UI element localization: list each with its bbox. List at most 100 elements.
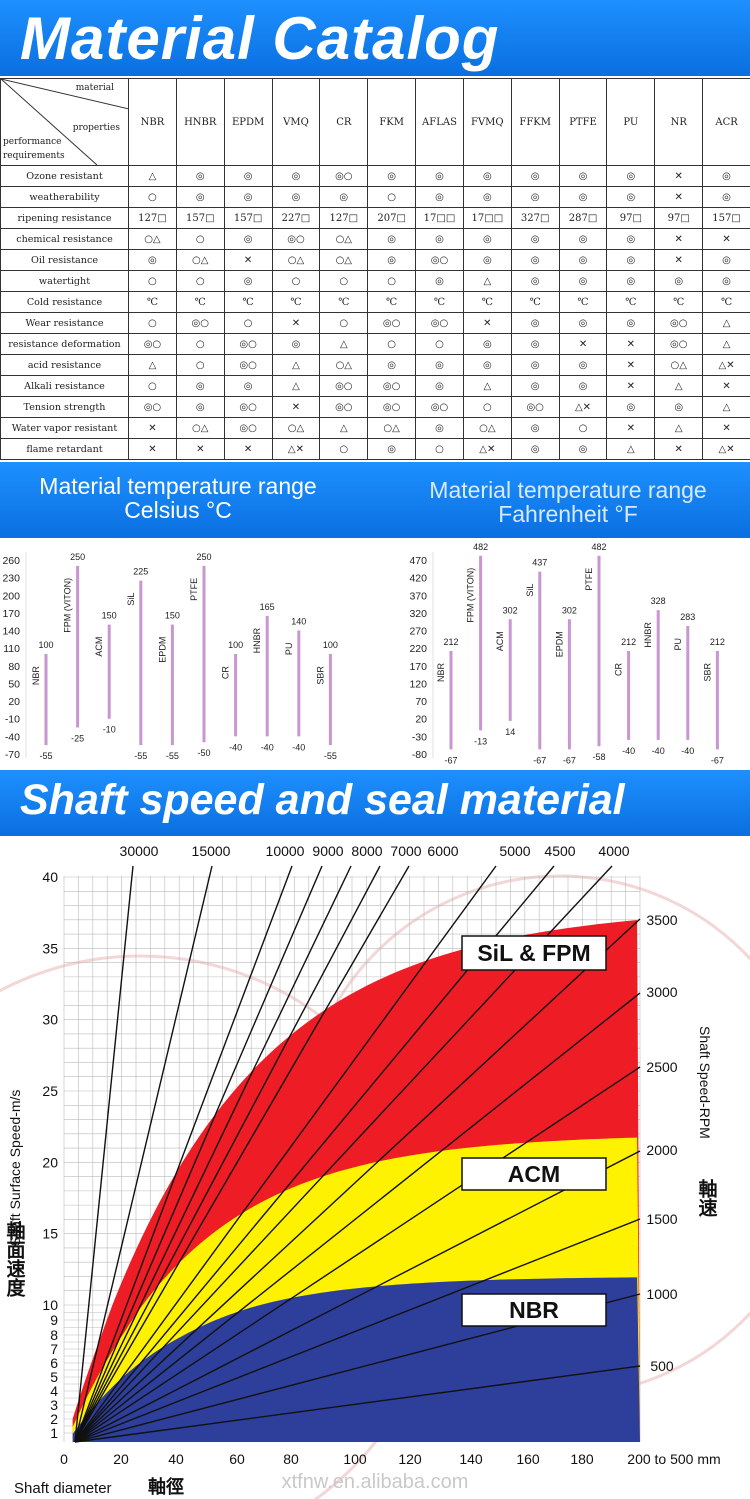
temp-high-label: 150 xyxy=(102,611,117,621)
rating-cell: ✕ xyxy=(702,228,750,250)
rating-cell: ◎ xyxy=(367,228,417,250)
material-name-label: FPM (VITON) xyxy=(466,568,476,623)
rating-cell: ✕ xyxy=(654,186,704,208)
y-tick-label: 40 xyxy=(42,869,58,885)
rating-cell: ○ xyxy=(319,312,369,334)
rating-cell: ○△ xyxy=(319,354,369,376)
temp-high-label: 302 xyxy=(503,605,518,615)
table-row: Oil resistance ◎ ○△ ✕ ○△ ○△ ◎ ◎○ ◎ ◎ ◎ ◎ ✕ ◎ xyxy=(0,249,750,271)
shaft-section-title: Shaft speed and seal material xyxy=(20,776,625,824)
right-rpm-label: 3500 xyxy=(646,912,677,928)
rating-cell: ◎○ xyxy=(319,165,369,187)
top-rpm-label: 10000 xyxy=(266,843,305,859)
rating-cell: △ xyxy=(702,333,750,355)
y-tick-label: 50 xyxy=(8,678,20,690)
rating-cell: 287□ xyxy=(558,207,608,229)
rating-cell: ◎ xyxy=(558,375,608,397)
corner-label-material: material xyxy=(75,83,114,93)
right-rpm-label: 2500 xyxy=(646,1059,677,1075)
y-tick-label: 10 xyxy=(42,1297,58,1313)
material-name-label: CR xyxy=(221,666,231,679)
rating-cell: ◎ xyxy=(367,165,417,187)
celsius-heading: Material temperature range Celsius °C xyxy=(8,474,348,522)
rating-cell: ◎○ xyxy=(415,312,464,334)
rpm-line xyxy=(74,865,134,1443)
rating-cell: △ xyxy=(319,333,369,355)
rating-cell: ✕ xyxy=(223,249,273,271)
rating-cell: ◎ xyxy=(462,228,512,250)
rating-cell: ◎ xyxy=(702,165,750,187)
rating-cell: ◎ xyxy=(175,186,225,208)
rating-cell: ℃ xyxy=(319,291,369,313)
y-tick-label: 420 xyxy=(409,573,427,585)
top-rpm-label: 6000 xyxy=(427,843,458,859)
rating-cell: ◎ xyxy=(223,165,273,187)
right-rpm-label: 1500 xyxy=(646,1211,677,1227)
temp-high-label: 328 xyxy=(651,596,666,606)
rating-cell: ◎○ xyxy=(654,333,704,355)
material-header-hnbr: HNBR xyxy=(175,78,225,166)
material-header-aflas: AFLAS xyxy=(415,78,464,166)
rating-cell: ○△ xyxy=(462,417,512,439)
rating-cell: ○ xyxy=(128,186,177,208)
rating-cell: 157□ xyxy=(702,207,750,229)
rating-cell: ◎○ xyxy=(223,417,273,439)
rating-cell: ◎ xyxy=(271,333,321,355)
rating-cell: ℃ xyxy=(415,291,464,313)
rating-cell: ◎○ xyxy=(654,312,704,334)
y-tick-label: 70 xyxy=(415,696,427,708)
rating-cell: ○ xyxy=(415,333,464,355)
rating-cell: 97□ xyxy=(654,207,704,229)
temp-high-label: 212 xyxy=(710,637,725,647)
rating-cell: △ xyxy=(128,354,177,376)
y-tick-label: -70 xyxy=(5,749,20,761)
rating-cell: 157□ xyxy=(223,207,273,229)
temp-high-label: 482 xyxy=(591,542,606,552)
temp-high-label: 100 xyxy=(228,640,243,650)
rating-cell: ◎ xyxy=(510,165,560,187)
y-tick-label: 6 xyxy=(50,1355,58,1371)
material-name-label: SBR xyxy=(315,666,325,685)
top-rpm-label: 30000 xyxy=(120,843,159,859)
rating-cell: ◎○ xyxy=(367,396,417,418)
y-tick-label: 35 xyxy=(42,940,58,956)
celsius-temperature-chart: 260 230 200 170 140 110 80 50 20 -10 -40 -70 100 -55 N… xyxy=(2,552,337,761)
x-tick-label: 180 xyxy=(570,1451,594,1467)
rating-cell: ○ xyxy=(223,312,273,334)
temp-high-label: 100 xyxy=(38,640,53,650)
rating-cell: ◎ xyxy=(367,438,417,460)
y-tick-label: -80 xyxy=(412,749,427,761)
row-label: Alkali resistance xyxy=(0,375,129,397)
material-name-label: FPM (VITON) xyxy=(63,578,73,633)
rating-cell: ○ xyxy=(367,270,417,292)
rating-cell: ◎○ xyxy=(175,312,225,334)
shaft-speed-banner: Shaft speed and seal material xyxy=(0,770,750,836)
table-corner-cell: material properties performance requirem… xyxy=(0,78,129,166)
rating-cell: ◎ xyxy=(367,249,417,271)
temp-low-label: -55 xyxy=(166,751,179,761)
y-tick-label: 230 xyxy=(2,573,20,585)
rating-cell: ✕ xyxy=(271,396,321,418)
rpm-line xyxy=(74,1218,641,1443)
rating-cell: ◎ xyxy=(510,417,560,439)
rating-cell: ◎ xyxy=(510,186,560,208)
rating-cell: ◎ xyxy=(367,354,417,376)
rating-cell: ℃ xyxy=(702,291,750,313)
rating-cell: △ xyxy=(462,375,512,397)
rating-cell: ◎ xyxy=(510,312,560,334)
rating-cell: △ xyxy=(319,417,369,439)
rating-cell: ○△ xyxy=(319,228,369,250)
material-name-label: PTFE xyxy=(189,578,199,601)
temp-low-label: -40 xyxy=(681,746,694,756)
temp-low-label: -55 xyxy=(324,751,337,761)
rating-cell: ◎ xyxy=(415,354,464,376)
temp-low-label: -67 xyxy=(563,755,576,765)
row-label: Oil resistance xyxy=(0,249,129,271)
rating-cell: ◎ xyxy=(606,396,656,418)
rating-cell: ◎ xyxy=(462,165,512,187)
rating-cell: △ xyxy=(702,312,750,334)
rating-cell: △ xyxy=(606,438,656,460)
row-label: weatherability xyxy=(0,186,129,208)
region-label: NBR xyxy=(509,1297,559,1323)
rating-cell: ◎○ xyxy=(319,396,369,418)
